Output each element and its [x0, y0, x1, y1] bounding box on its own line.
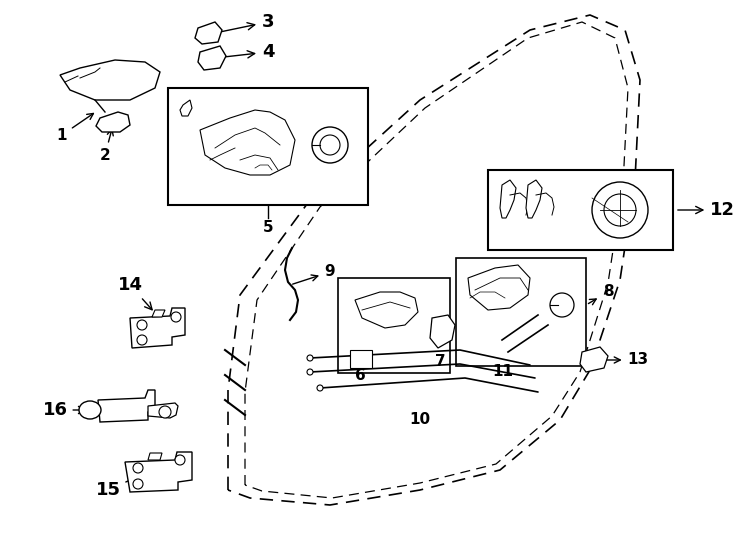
Text: 1: 1	[57, 113, 93, 143]
Circle shape	[312, 127, 348, 163]
Bar	[488, 170, 673, 250]
Bar	[350, 350, 372, 368]
Circle shape	[317, 385, 323, 391]
Text: 7: 7	[435, 354, 446, 369]
Polygon shape	[430, 315, 455, 348]
Bar	[338, 278, 450, 373]
Bar	[456, 258, 586, 366]
Text: 8: 8	[589, 285, 614, 305]
Circle shape	[133, 463, 143, 473]
Circle shape	[604, 194, 636, 226]
Text: 5: 5	[263, 220, 273, 235]
Circle shape	[307, 355, 313, 361]
Circle shape	[550, 293, 574, 317]
Polygon shape	[98, 390, 155, 422]
Ellipse shape	[79, 401, 101, 419]
Text: 12: 12	[677, 201, 734, 219]
Text: 3: 3	[218, 13, 275, 32]
Circle shape	[175, 455, 185, 465]
Circle shape	[137, 335, 147, 345]
Polygon shape	[526, 180, 542, 218]
Circle shape	[171, 312, 181, 322]
Polygon shape	[200, 110, 295, 175]
Polygon shape	[198, 46, 226, 70]
Text: 4: 4	[218, 43, 275, 61]
Circle shape	[592, 182, 648, 238]
Text: 16: 16	[43, 401, 86, 419]
Polygon shape	[180, 100, 192, 116]
Circle shape	[307, 369, 313, 375]
Polygon shape	[148, 403, 178, 418]
Polygon shape	[130, 308, 185, 348]
Polygon shape	[355, 292, 418, 328]
Polygon shape	[468, 265, 530, 310]
Circle shape	[137, 320, 147, 330]
Circle shape	[159, 406, 171, 418]
Polygon shape	[195, 22, 222, 44]
Polygon shape	[96, 112, 130, 132]
Text: 14: 14	[117, 276, 152, 310]
Polygon shape	[125, 452, 192, 492]
Polygon shape	[148, 453, 162, 460]
Text: 9: 9	[293, 265, 335, 284]
Text: 15: 15	[95, 474, 144, 499]
Polygon shape	[500, 180, 516, 218]
Text: 6: 6	[355, 368, 366, 383]
Circle shape	[133, 479, 143, 489]
Polygon shape	[60, 60, 160, 100]
Text: 13: 13	[600, 353, 649, 368]
Circle shape	[320, 135, 340, 155]
Polygon shape	[152, 310, 165, 317]
Text: 2: 2	[100, 129, 113, 163]
Text: 11: 11	[493, 364, 514, 380]
Bar	[168, 88, 368, 205]
Polygon shape	[580, 347, 608, 372]
Text: 10: 10	[410, 413, 431, 428]
